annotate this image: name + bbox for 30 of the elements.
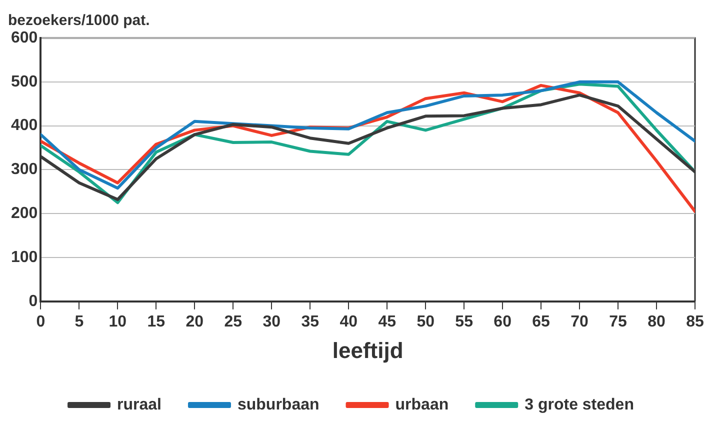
- x-tick-label: 15: [147, 313, 166, 330]
- y-tick-label: 200: [10, 205, 38, 222]
- x-tick-label: 30: [262, 313, 281, 330]
- x-tick-label: 60: [494, 313, 512, 330]
- x-tick-label: 35: [301, 313, 320, 330]
- x-tick-label: 75: [609, 313, 628, 330]
- x-tick-label: 25: [224, 313, 242, 330]
- x-tick-label: 10: [108, 313, 127, 330]
- x-tick-label: 45: [378, 313, 396, 330]
- y-axis-title: bezoekers/1000 pat.: [8, 12, 150, 30]
- y-tick-label: 300: [10, 161, 38, 178]
- x-tick-label: 65: [532, 313, 550, 330]
- x-axis-title: leeftijd: [332, 338, 404, 363]
- y-tick-label: 600: [10, 29, 38, 46]
- legend-label: urbaan: [395, 396, 449, 414]
- x-tick-label: 55: [455, 313, 474, 330]
- x-tick-label: 40: [340, 313, 358, 330]
- y-tick-label: 100: [10, 248, 38, 266]
- legend-label: 3 grote steden: [524, 396, 634, 414]
- y-tick-label: 400: [10, 117, 38, 134]
- legend-label: ruraal: [117, 396, 162, 414]
- y-tick-label: 500: [10, 73, 38, 90]
- x-tick-label: 70: [570, 313, 589, 330]
- x-tick-label: 50: [416, 313, 435, 330]
- x-tick-label: 85: [686, 313, 704, 330]
- x-tick-label: 5: [74, 313, 84, 330]
- x-tick-label: 20: [186, 313, 204, 330]
- x-tick-label: 80: [648, 313, 666, 330]
- legend-label: suburbaan: [237, 396, 320, 414]
- y-tick-label: 0: [28, 292, 38, 310]
